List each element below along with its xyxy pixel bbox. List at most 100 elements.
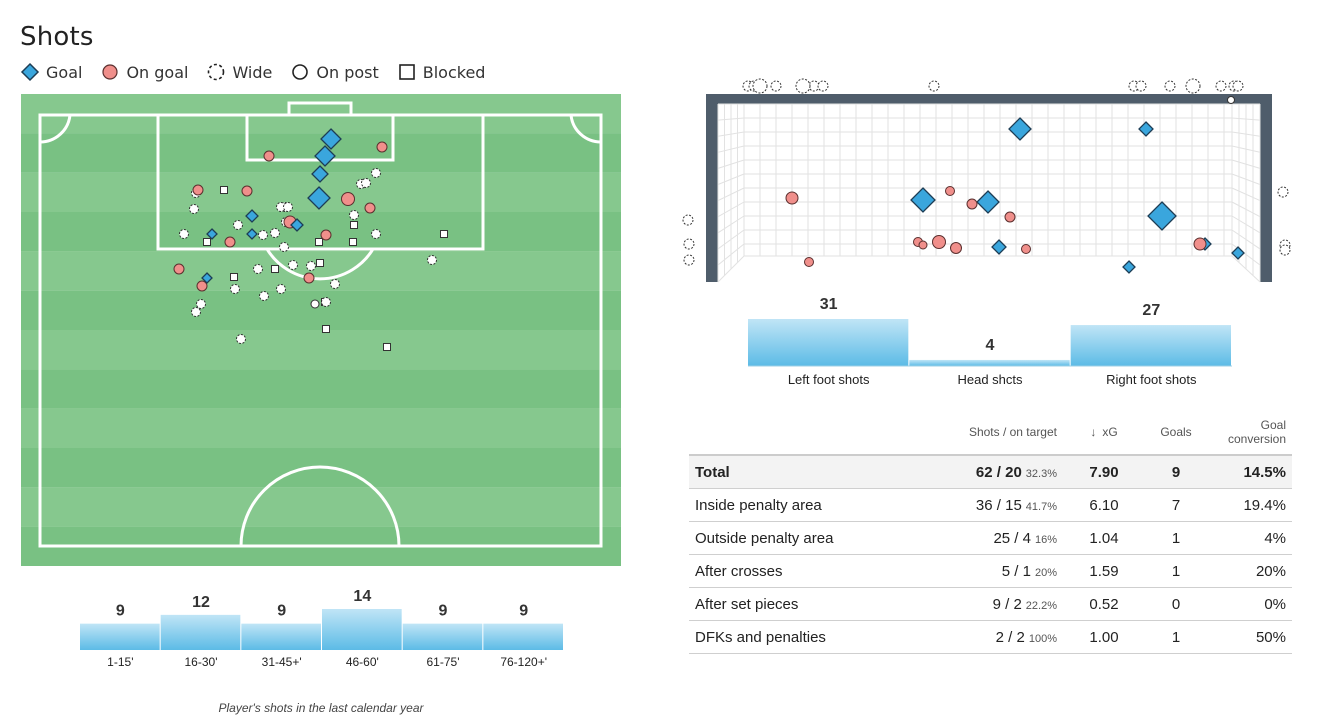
goal-placement-on-goal-marker bbox=[1004, 211, 1016, 223]
blocked-shot-marker bbox=[383, 343, 391, 351]
goal-placement-goal-marker bbox=[1122, 260, 1136, 274]
col-header-xg-label: xG bbox=[1102, 425, 1118, 439]
table-row[interactable]: Outside penalty area 25 / 4 16% 1.04 1 4% bbox=[689, 521, 1292, 555]
row-shots-percent: 16% bbox=[1034, 533, 1057, 546]
col-header-xg[interactable]: ↓ xG bbox=[1063, 416, 1145, 456]
pitch-stripe bbox=[21, 290, 621, 331]
time-interval-bar-label: 16-30' bbox=[185, 655, 218, 669]
row-category: Total bbox=[689, 455, 911, 489]
body-part-bars: 31 Left foot shots 4 Head shcts 27 Right foot… bbox=[748, 298, 1232, 387]
table-row[interactable]: After crosses 5 / 1 20% 1.59 1 20% bbox=[689, 554, 1292, 588]
goal-placement-on-goal-marker bbox=[932, 235, 946, 249]
pitch-shot-map bbox=[21, 94, 621, 566]
body-part-bar-value: 31 bbox=[820, 298, 838, 313]
goal-shot-marker bbox=[311, 165, 329, 183]
body-part-bar bbox=[1070, 325, 1231, 366]
row-xg: 1.59 bbox=[1063, 554, 1145, 588]
table-row[interactable]: DFKs and penalties 2 / 2 100% 1.00 1 50% bbox=[689, 620, 1292, 654]
time-interval-bar bbox=[80, 623, 160, 650]
row-conversion: 4% bbox=[1207, 521, 1292, 555]
wide-shot-marker bbox=[179, 229, 189, 239]
net-line bbox=[717, 173, 745, 185]
col-header-conversion[interactable]: Goal conversion bbox=[1207, 416, 1292, 456]
net-line bbox=[717, 229, 745, 250]
time-interval-bar-label: 46-60' bbox=[346, 655, 379, 669]
wide-shot-marker bbox=[233, 220, 243, 230]
goal-placement-wide-marker bbox=[1215, 80, 1227, 92]
goal-placement-goal-marker bbox=[1231, 246, 1245, 260]
legend-goal[interactable]: Goal bbox=[20, 62, 82, 82]
on-post-shot-marker bbox=[310, 299, 320, 309]
pitch-stripe bbox=[21, 487, 621, 527]
table-body: Total 62 / 20 32.3% 7.90 9 14.5% Inside penalt… bbox=[689, 455, 1292, 654]
legend-on-goal[interactable]: On goal bbox=[100, 62, 188, 82]
goal-placement-wide-marker bbox=[752, 78, 768, 94]
row-conversion: 14.5% bbox=[1207, 455, 1292, 489]
row-shots: 5 / 1 20% bbox=[911, 554, 1063, 588]
wide-shot-marker bbox=[236, 334, 246, 344]
goal-shot-marker bbox=[307, 186, 331, 210]
legend-on-post-label: On post bbox=[316, 62, 379, 82]
legend-on-post[interactable]: On post bbox=[290, 62, 379, 82]
net-line bbox=[1231, 117, 1261, 121]
row-shots-percent: 22.2% bbox=[1025, 599, 1057, 612]
time-interval-bar bbox=[402, 623, 483, 650]
legend-on-goal-label: On goal bbox=[126, 62, 189, 82]
wide-shot-marker bbox=[196, 299, 206, 309]
wide-shot-marker bbox=[306, 261, 316, 271]
wide-shot-marker bbox=[270, 228, 280, 238]
goal-placement-goal-marker bbox=[1008, 117, 1032, 141]
table-header-row: Shots / on target ↓ xG Goals Goal convers… bbox=[689, 416, 1292, 456]
wide-dashed-circle-icon bbox=[208, 63, 225, 81]
goal-shot-marker bbox=[320, 128, 342, 150]
shot-stats-table: Shots / on target ↓ xG Goals Goal convers… bbox=[689, 416, 1292, 654]
time-interval-bar-value: 9 bbox=[439, 603, 448, 620]
goal-placement-wide-marker bbox=[770, 80, 782, 92]
goal-placement-goal-marker bbox=[1147, 201, 1177, 231]
on-goal-circle-icon bbox=[102, 64, 119, 80]
wide-shot-marker bbox=[258, 230, 268, 240]
body-part-bar bbox=[909, 359, 1070, 366]
net-line bbox=[717, 255, 745, 283]
legend-wide-label: Wide bbox=[232, 62, 273, 82]
blocked-shot-marker bbox=[440, 230, 448, 238]
table-row[interactable]: Inside penalty area 36 / 15 41.7% 6.10 7 19.4… bbox=[689, 488, 1292, 522]
legend-blocked[interactable]: Blocked bbox=[397, 62, 485, 82]
pitch-stripe bbox=[21, 329, 621, 370]
row-xg: 6.10 bbox=[1063, 488, 1145, 522]
goal-placement-wide-marker bbox=[683, 254, 695, 266]
col-header-shots[interactable]: Shots / on target bbox=[911, 416, 1063, 456]
wide-shot-marker bbox=[276, 284, 286, 294]
goal-net bbox=[717, 103, 1261, 283]
row-shots-percent: 32.3% bbox=[1025, 467, 1057, 480]
goal-placement-wide-marker bbox=[1135, 80, 1147, 92]
net-line bbox=[1231, 229, 1261, 250]
pitch-stripe bbox=[21, 369, 621, 409]
row-category: Outside penalty area bbox=[689, 521, 911, 555]
row-shots-percent: 20% bbox=[1034, 566, 1057, 579]
table-row[interactable]: Total 62 / 20 32.3% 7.90 9 14.5% bbox=[689, 455, 1292, 489]
net-line bbox=[1231, 145, 1261, 153]
col-header-category bbox=[689, 416, 911, 456]
wide-shot-marker bbox=[253, 264, 263, 274]
goal-placement-wide-marker bbox=[1185, 78, 1201, 94]
goal-placement-on-post-marker bbox=[1227, 96, 1235, 104]
col-header-goals[interactable]: Goals bbox=[1145, 416, 1207, 456]
row-shots: 2 / 2 100% bbox=[911, 620, 1063, 654]
table-row[interactable]: After set pieces 9 / 2 22.2% 0.52 0 0% bbox=[689, 587, 1292, 621]
blocked-shot-marker bbox=[220, 186, 228, 194]
on-goal-shot-marker bbox=[173, 263, 185, 275]
blocked-square-icon bbox=[398, 64, 415, 80]
row-conversion: 50% bbox=[1207, 620, 1292, 654]
blocked-shot-marker bbox=[271, 265, 279, 273]
row-category: Inside penalty area bbox=[689, 488, 911, 522]
row-conversion: 19.4% bbox=[1207, 488, 1292, 522]
legend-wide[interactable]: Wide bbox=[206, 62, 272, 82]
pitch-stripes bbox=[21, 94, 621, 566]
net-line bbox=[1231, 187, 1261, 202]
body-part-bar-label: Right foot shots bbox=[1106, 372, 1197, 387]
blocked-shot-marker bbox=[349, 238, 357, 246]
wide-shot-marker bbox=[361, 178, 371, 188]
goal-placement-goal-marker bbox=[1138, 121, 1154, 137]
goal-diamond-icon bbox=[20, 62, 40, 82]
